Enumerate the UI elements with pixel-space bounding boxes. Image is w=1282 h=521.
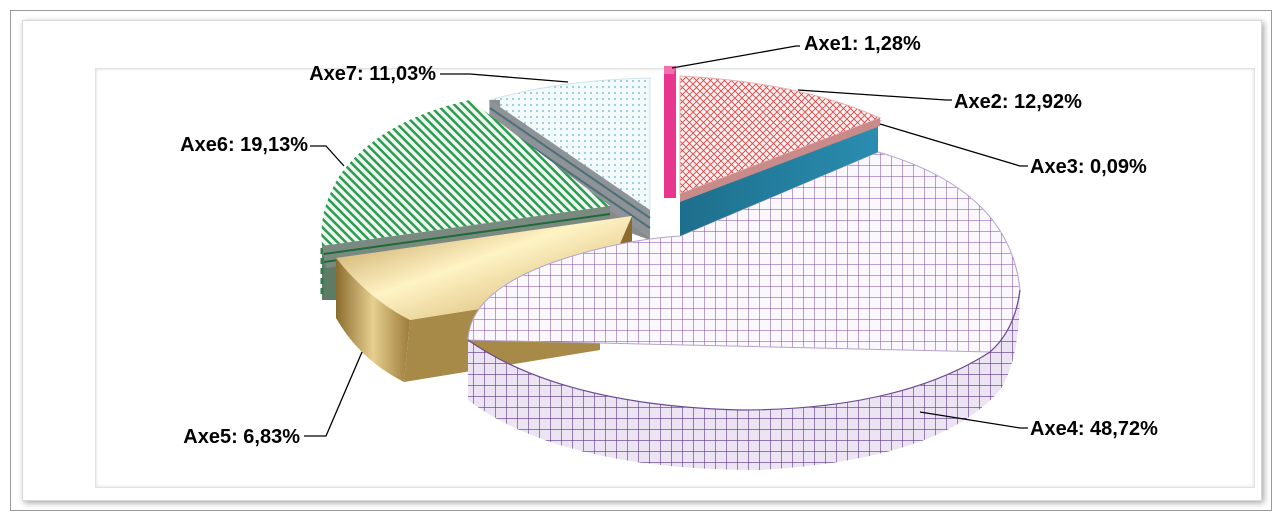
pie-slice-axe1 [664, 66, 676, 198]
leader-line-axe7 [440, 73, 569, 83]
data-label-axe2: Axe2: 12,92% [954, 91, 1082, 113]
leader-line-axe4 [919, 411, 1028, 429]
data-label-axe4: Axe4: 48,72% [1030, 418, 1158, 440]
data-label-axe1: Axe1: 1,28% [804, 33, 921, 55]
data-label-axe7: Axe7: 11,03% [309, 63, 436, 85]
leader-line-axe1 [671, 45, 800, 69]
chart-area [22, 20, 1262, 501]
pie-slice-axe2 [679, 75, 882, 202]
leader-line-axe3 [879, 123, 1028, 167]
leader-line-axe5 [304, 351, 363, 437]
leader-line-axe2 [797, 89, 952, 101]
data-label-axe6: Axe6: 19,13% [180, 134, 308, 156]
data-label-axe5: Axe5: 6,83% [183, 426, 300, 448]
data-label-axe3: Axe3: 0,09% [1030, 156, 1147, 178]
leader-line-axe6 [310, 145, 345, 167]
data-labels: Axe1: 1,28% Axe2: 12,92% Axe3: 0,09% Axe… [180, 33, 1158, 448]
leader-lines [304, 45, 1028, 437]
